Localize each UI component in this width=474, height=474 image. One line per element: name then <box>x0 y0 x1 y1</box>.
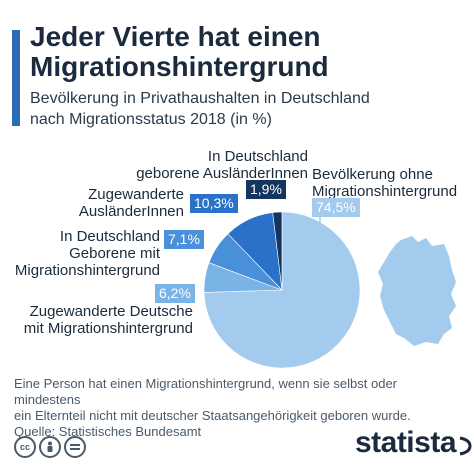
attribution-person-icon[interactable] <box>39 436 61 458</box>
statista-logo-mark-icon <box>459 436 472 456</box>
label-zugewanderte-auslaender: Zugewanderte AusländerInnen <box>79 186 184 220</box>
label-line: In Deutschland <box>207 148 308 165</box>
statista-logo[interactable]: statista <box>354 426 457 459</box>
pie-slices <box>203 211 361 369</box>
label-line: Bevölkerung ohne <box>312 166 433 183</box>
germany-map <box>378 236 456 346</box>
no-derivatives-equals-icon[interactable] <box>64 436 86 458</box>
label-in-de-geborene-auslaender: In Deutschland geborene AusländerInnen <box>136 148 308 182</box>
value-badge-10-3: 10,3% <box>190 194 238 213</box>
value-badge-1-9: 1,9% <box>246 180 286 199</box>
license-icons: cc <box>14 436 86 458</box>
footnote-line-2: ein Elternteil nicht mit deutscher Staat… <box>14 408 411 423</box>
label-line: mit Migrationshintergrund <box>23 320 193 337</box>
label-line: Zugewanderte Deutsche <box>29 303 193 320</box>
label-line: Geborene mit <box>69 245 160 262</box>
value-badge-7-1: 7,1% <box>164 230 204 249</box>
footnote: Eine Person hat einen Migrationshintergr… <box>14 376 464 440</box>
title-line-2: Migrationshintergrund <box>30 51 329 82</box>
label-in-de-geborene-mit-migration: In Deutschland Geborene mit Migrationshi… <box>15 228 160 279</box>
title-accent-bar <box>12 30 20 126</box>
page-subtitle: Bevölkerung in Privathaushalten in Deuts… <box>30 88 460 130</box>
subtitle-line-2: nach Migrationsstatus 2018 (in %) <box>30 111 272 128</box>
label-line: In Deutschland <box>59 228 160 245</box>
source-text: Quelle: Statistisches Bundesamt <box>14 424 202 439</box>
title-line-1: Jeder Vierte hat einen <box>30 21 321 52</box>
footnote-line-1: Eine Person hat einen Migrationshintergr… <box>14 376 398 407</box>
label-line: geborene AusländerInnen <box>136 165 308 182</box>
label-line: Migrationshintergrund <box>14 262 160 279</box>
label-line: Zugewanderte <box>88 186 184 203</box>
label-zugewanderte-deutsche: Zugewanderte Deutsche mit Migrationshint… <box>24 303 193 337</box>
label-line: Migrationshintergrund <box>312 183 458 200</box>
label-ohne-migration: Bevölkerung ohne Migrationshintergrund <box>312 166 457 200</box>
cc-icon[interactable]: cc <box>14 436 36 458</box>
page-title: Jeder Vierte hat einen Migrationshinterg… <box>30 22 460 82</box>
slice-in-de-geborene-auslaender <box>272 211 283 291</box>
value-badge-6-2: 6,2% <box>155 284 195 303</box>
label-line: AusländerInnen <box>78 203 184 220</box>
value-badge-74-5: 74,5% <box>312 198 360 217</box>
subtitle-line-1: Bevölkerung in Privathaushalten in Deuts… <box>30 90 370 107</box>
